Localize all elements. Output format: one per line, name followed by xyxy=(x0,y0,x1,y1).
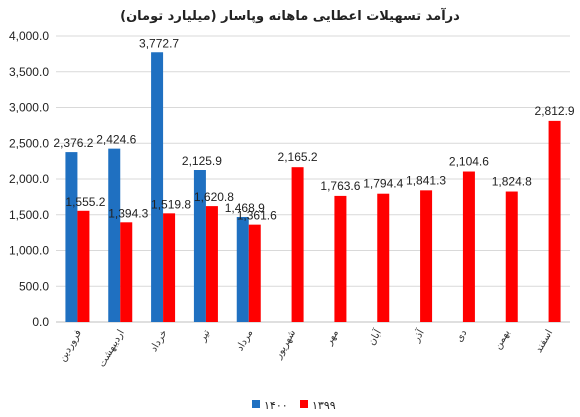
bar-1399 xyxy=(334,195,347,322)
legend-swatch xyxy=(252,400,260,408)
x-tick-label: اردیبهشت xyxy=(97,328,127,369)
bar-1400 xyxy=(236,216,249,322)
x-tick-label: شهریور xyxy=(273,328,299,361)
bar-1400 xyxy=(193,169,206,322)
y-tick-label: 4,000.0 xyxy=(9,29,49,43)
data-label: 2,812.9 xyxy=(535,104,575,118)
data-label: 1,841.3 xyxy=(406,173,446,187)
bar-1399 xyxy=(205,206,218,322)
data-label: 1,555.2 xyxy=(65,195,105,209)
y-tick-label: 3,500.0 xyxy=(9,65,49,79)
data-label: 2,376.2 xyxy=(53,136,93,150)
bar-1400 xyxy=(65,152,78,322)
data-label: 2,165.2 xyxy=(278,150,318,164)
y-tick-label: 2,000.0 xyxy=(9,172,49,186)
bar-1399 xyxy=(291,167,304,322)
data-label: 1,824.8 xyxy=(492,175,532,189)
bar-1400 xyxy=(151,52,164,322)
x-tick-label: خرداد xyxy=(148,328,169,354)
x-tick-label: فروردین xyxy=(57,328,84,364)
data-label: 1,620.8 xyxy=(194,190,234,204)
y-axis: 0.0 500.0 1,000.0 1,500.0 2,000.0 2,500.0 3,00… xyxy=(9,29,49,329)
y-tick-label: 1,000.0 xyxy=(9,244,49,258)
x-tick-label: تیر xyxy=(197,328,213,344)
x-tick-label: مرداد xyxy=(235,328,256,353)
bar-1399 xyxy=(420,190,433,322)
data-label: 1,519.8 xyxy=(151,197,191,211)
data-label: 2,104.6 xyxy=(449,155,489,169)
data-label: 1,794.4 xyxy=(363,177,403,191)
legend-label: ۱۴۰۰ xyxy=(264,399,288,412)
x-tick-label: اسفند xyxy=(533,328,555,355)
bar-1399 xyxy=(462,171,475,322)
data-labels: 2,376.2 1,555.2 2,424.6 1,394.3 3,772.7 1,519… xyxy=(53,36,575,222)
x-tick-label: مهر xyxy=(323,328,341,348)
bars xyxy=(65,52,561,322)
x-tick-label: آذر xyxy=(409,326,427,345)
bar-1399 xyxy=(120,222,133,322)
y-tick-label: 3,000.0 xyxy=(9,101,49,115)
data-label: 2,424.6 xyxy=(96,133,136,147)
data-label: 1,361.6 xyxy=(237,209,277,223)
x-tick-label: آبان xyxy=(365,326,385,347)
bar-1399 xyxy=(248,224,261,322)
bar-1399 xyxy=(377,193,390,322)
legend: ۱۴۰۰ ۱۳۹۹ xyxy=(252,399,336,412)
gridlines xyxy=(56,35,570,323)
data-label: 2,125.9 xyxy=(182,154,222,168)
y-tick-label: 500.0 xyxy=(19,279,49,293)
x-axis: فروردین اردیبهشت خرداد تیر مرداد شهریور مهر آبا… xyxy=(57,326,555,369)
bar-1399 xyxy=(505,191,518,322)
data-label: 1,394.3 xyxy=(108,206,148,220)
legend-label: ۱۳۹۹ xyxy=(312,399,336,412)
y-tick-label: 1,500.0 xyxy=(9,208,49,222)
data-label: 1,763.6 xyxy=(320,179,360,193)
legend-swatch xyxy=(300,400,308,408)
chart-title: درآمد تسهیلات اعطایی ماهانه وپاسار (میلی… xyxy=(120,7,460,24)
y-tick-label: 0.0 xyxy=(32,315,49,329)
bar-1399 xyxy=(77,210,90,322)
y-tick-label: 2,500.0 xyxy=(9,136,49,150)
bar-1399 xyxy=(548,120,561,322)
x-tick-label: دی xyxy=(454,328,470,344)
data-label: 1,468.9 xyxy=(225,201,265,215)
x-tick-label: بهمن xyxy=(492,328,512,352)
data-label: 3,772.7 xyxy=(139,36,179,50)
bar-1399 xyxy=(163,213,176,322)
bar-1400 xyxy=(108,148,121,322)
